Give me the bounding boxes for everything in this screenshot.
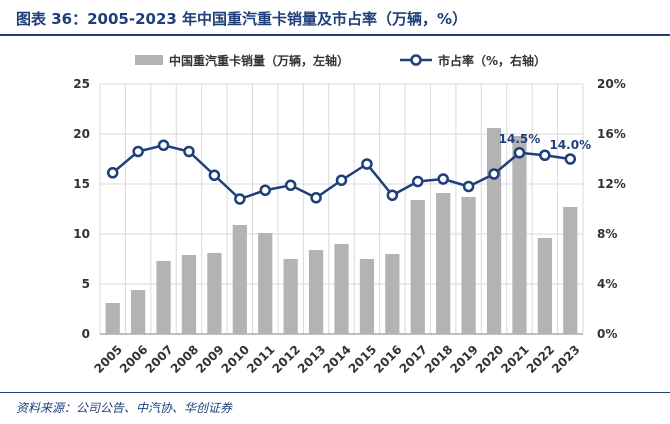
- x-tick-2020: 2020: [473, 342, 507, 376]
- y-right-tick: 4%: [597, 277, 617, 291]
- x-tick-2015: 2015: [346, 342, 380, 376]
- legend-line-label: 市占率（%，右轴）: [438, 53, 546, 68]
- y-right-tick: 0%: [597, 327, 617, 341]
- y-left-tick: 0: [82, 327, 90, 341]
- point-2012: [284, 179, 297, 191]
- bar-2021: [512, 136, 527, 334]
- point-2013: [310, 192, 322, 204]
- point-2014: [335, 174, 348, 186]
- point-2023: [564, 153, 577, 165]
- legend: 中国重汽重卡销量（万辆，左轴） 市占率（%，右轴）: [135, 53, 546, 68]
- x-tick-2023: 2023: [549, 342, 583, 376]
- chart-area: 0 5 10 15 20 25 0% 4% 8% 12% 16% 20% 2005 2006 2007 2…: [0, 36, 670, 392]
- data-label-2021: 14.5%: [499, 132, 541, 146]
- bar-2006: [131, 290, 146, 334]
- bar-2017: [410, 200, 425, 334]
- y-right-tick: 12%: [597, 177, 626, 191]
- y-left-tick: 5: [82, 277, 90, 291]
- y-right-tick: 20%: [597, 77, 626, 91]
- legend-line-marker: [410, 54, 422, 66]
- x-tick-2014: 2014: [320, 342, 354, 376]
- x-tick-2013: 2013: [295, 342, 329, 376]
- y-axis-left: 0 5 10 15 20 25: [73, 77, 90, 341]
- bar-2010: [232, 225, 247, 334]
- point-2007: [157, 139, 170, 151]
- point-2017: [412, 175, 424, 188]
- x-tick-2010: 2010: [219, 342, 253, 376]
- y-left-tick: 20: [73, 127, 90, 141]
- x-tick-2016: 2016: [371, 342, 405, 376]
- bar-series: [105, 128, 578, 334]
- bar-2016: [385, 254, 400, 334]
- x-tick-2012: 2012: [269, 342, 303, 376]
- data-label-2023: 14.0%: [549, 138, 591, 152]
- y-left-tick: 10: [73, 227, 90, 241]
- point-2016: [386, 189, 399, 201]
- point-2008: [183, 145, 195, 158]
- bar-2005: [105, 303, 120, 334]
- bar-2012: [283, 259, 298, 334]
- point-2010: [234, 193, 246, 205]
- x-tick-2005: 2005: [92, 342, 126, 376]
- y-left-tick: 25: [73, 77, 90, 91]
- bar-2020: [486, 128, 502, 334]
- legend-bar-swatch: [135, 55, 163, 65]
- x-tick-2021: 2021: [498, 342, 532, 376]
- x-axis: 2005200620072008200920102011201220132014…: [92, 342, 583, 376]
- share-line: [111, 143, 571, 201]
- point-2015: [361, 158, 373, 170]
- source-bar: 资料来源：公司公告、中汽协、华创证券: [0, 392, 670, 424]
- bar-2019: [461, 197, 476, 334]
- bar-2014: [334, 244, 349, 334]
- x-tick-2009: 2009: [193, 342, 227, 376]
- bar-2018: [436, 193, 451, 334]
- point-2011: [259, 184, 271, 196]
- x-tick-2018: 2018: [422, 342, 456, 376]
- title-bar: 图表 36：2005-2023 年中国重汽重卡销量及市占率（万辆，%）: [0, 0, 670, 36]
- x-tick-2022: 2022: [524, 342, 558, 376]
- x-tick-2011: 2011: [244, 342, 278, 376]
- gridlines: [99, 83, 584, 335]
- point-2020: [488, 168, 500, 180]
- y-right-tick: 8%: [597, 227, 617, 241]
- x-tick-2006: 2006: [117, 342, 151, 376]
- data-labels: 14.5% 14.0%: [499, 132, 591, 152]
- bar-2015: [359, 259, 375, 334]
- point-2018: [437, 173, 449, 185]
- bar-2022: [537, 238, 552, 334]
- point-2021: [513, 147, 526, 159]
- point-2019: [462, 180, 475, 193]
- bar-2008: [181, 255, 197, 334]
- y-axis-right: 0% 4% 8% 12% 16% 20%: [597, 77, 626, 341]
- x-tick-2008: 2008: [168, 342, 202, 376]
- bar-2013: [308, 250, 324, 334]
- bar-2007: [156, 261, 171, 334]
- y-right-tick: 16%: [597, 127, 626, 141]
- point-2005: [106, 167, 119, 179]
- point-2009: [208, 169, 221, 181]
- x-tick-2019: 2019: [447, 342, 481, 376]
- source-note: 资料来源：公司公告、中汽协、华创证券: [16, 401, 233, 415]
- point-2006: [132, 145, 144, 158]
- y-left-tick: 15: [73, 177, 90, 191]
- legend-bar-label: 中国重汽重卡销量（万辆，左轴）: [169, 53, 349, 68]
- chart-title: 图表 36：2005-2023 年中国重汽重卡销量及市占率（万辆，%）: [16, 10, 468, 28]
- bar-2023: [563, 207, 578, 334]
- line-series: [106, 139, 577, 205]
- point-2022: [539, 149, 551, 161]
- x-tick-2017: 2017: [397, 342, 431, 376]
- bar-2009: [207, 253, 222, 334]
- x-tick-2007: 2007: [142, 342, 176, 376]
- bar-2011: [258, 233, 273, 334]
